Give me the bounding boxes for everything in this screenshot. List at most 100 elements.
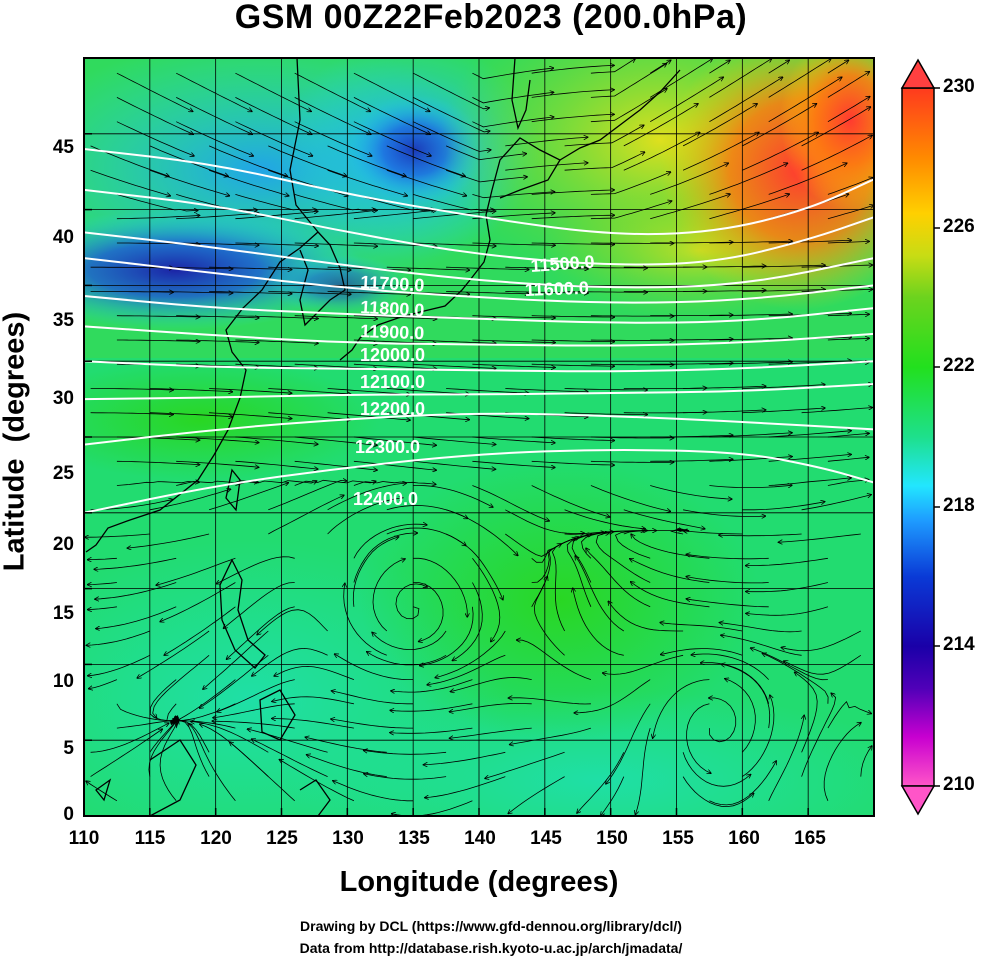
streamline: [212, 721, 295, 729]
x-tick-label: 145: [530, 828, 562, 849]
streamline: [768, 361, 852, 365]
streamline: [445, 533, 503, 600]
streamline: [742, 104, 816, 147]
streamline: [353, 315, 437, 319]
streamline: [485, 751, 565, 778]
streamline: [564, 389, 648, 391]
streamline: [334, 654, 414, 680]
streamline: [176, 194, 257, 210]
streamline: [149, 292, 233, 294]
streamline: [413, 363, 496, 368]
streamline: [294, 480, 376, 486]
chart-title: GSM 00Z22Feb2023 (200.0hPa): [234, 0, 748, 36]
streamline: [801, 408, 873, 414]
streamline: [827, 700, 872, 729]
streamline: [564, 267, 648, 268]
contour-label: 12300.0: [355, 437, 420, 457]
streamline: [602, 654, 684, 674]
streamline: [413, 485, 493, 508]
streamline: [95, 582, 177, 600]
streamline: [719, 623, 802, 633]
streamline: [575, 556, 625, 632]
streamline: [390, 727, 473, 733]
height-contours: [84, 147, 874, 514]
coast-sakhalin: [511, 58, 531, 131]
height-contour: [84, 295, 874, 324]
streamline: [801, 693, 837, 777]
streamline: [353, 460, 437, 470]
streamline: [590, 461, 674, 462]
streamline: [472, 436, 555, 443]
streamline: [742, 132, 818, 171]
streamline: [709, 698, 737, 743]
streamline: [445, 169, 527, 183]
streamline: [116, 340, 200, 341]
streamline: [247, 729, 328, 753]
streamline: [590, 59, 636, 74]
streamline: [709, 457, 792, 462]
streamline: [551, 544, 565, 632]
contour-labels: 11500.0 11600.0 11700.0 11800.0 11900.0 …: [353, 252, 595, 509]
height-contour: [84, 325, 874, 347]
streamline: [413, 121, 491, 152]
streamline: [435, 630, 506, 678]
streamline: [327, 483, 407, 511]
colorbar-tick-label: 230: [943, 76, 975, 97]
streamline: [209, 291, 292, 294]
streamline: [159, 716, 177, 802]
contour-label: 11500.0: [530, 252, 595, 276]
streamline: [208, 483, 289, 511]
streamline: [660, 648, 743, 656]
height-contour: [84, 382, 874, 401]
streamline: [778, 533, 861, 542]
streamline: [216, 556, 295, 584]
x-tick-label: 160: [728, 828, 760, 849]
streamline: [682, 752, 751, 787]
streamline: [623, 104, 698, 147]
streamline: [353, 524, 427, 559]
streamline: [531, 190, 615, 195]
streamline: [768, 431, 852, 438]
streamline: [768, 163, 847, 195]
colorbar-tick-label: 226: [943, 216, 975, 237]
streamline: [116, 194, 198, 211]
coast-korea: [299, 231, 346, 327]
streamline: [235, 436, 318, 444]
streamline: [137, 630, 210, 678]
credit-drawing: Drawing by DCL (https://www.gfd-dennou.o…: [300, 918, 682, 934]
streamline: [650, 363, 733, 364]
coast-japan-honshu: [339, 189, 493, 361]
streamline: [90, 729, 163, 777]
streamline: [372, 559, 405, 632]
streamline: [686, 554, 769, 560]
streamline: [176, 339, 259, 343]
streamline: [742, 265, 825, 267]
streamline: [116, 316, 200, 317]
x-tick-label: 130: [332, 828, 364, 849]
streamline: [709, 761, 776, 806]
streamline: [650, 435, 733, 437]
streamline: [827, 72, 870, 98]
streamline: [413, 211, 496, 220]
streamline: [683, 509, 766, 517]
streamline: [768, 478, 852, 486]
colorbar-tick-label: 218: [943, 495, 975, 516]
streamline: [686, 577, 769, 584]
streamline: [590, 364, 674, 365]
streamline: [709, 485, 792, 487]
streamline: [274, 665, 355, 680]
y-tick-label: 45: [52, 137, 74, 158]
streamline: [531, 316, 615, 317]
streamline: [649, 60, 671, 74]
streamline: [750, 648, 828, 681]
streamline: [176, 121, 253, 156]
streamline: [653, 679, 710, 739]
streamline: [96, 606, 177, 629]
streamline: [294, 194, 376, 210]
streamline: [423, 751, 506, 765]
streamline: [199, 654, 269, 708]
streamline: [327, 412, 411, 420]
streamline: [217, 679, 295, 712]
streamline: [251, 739, 328, 777]
streamline: [531, 90, 615, 98]
